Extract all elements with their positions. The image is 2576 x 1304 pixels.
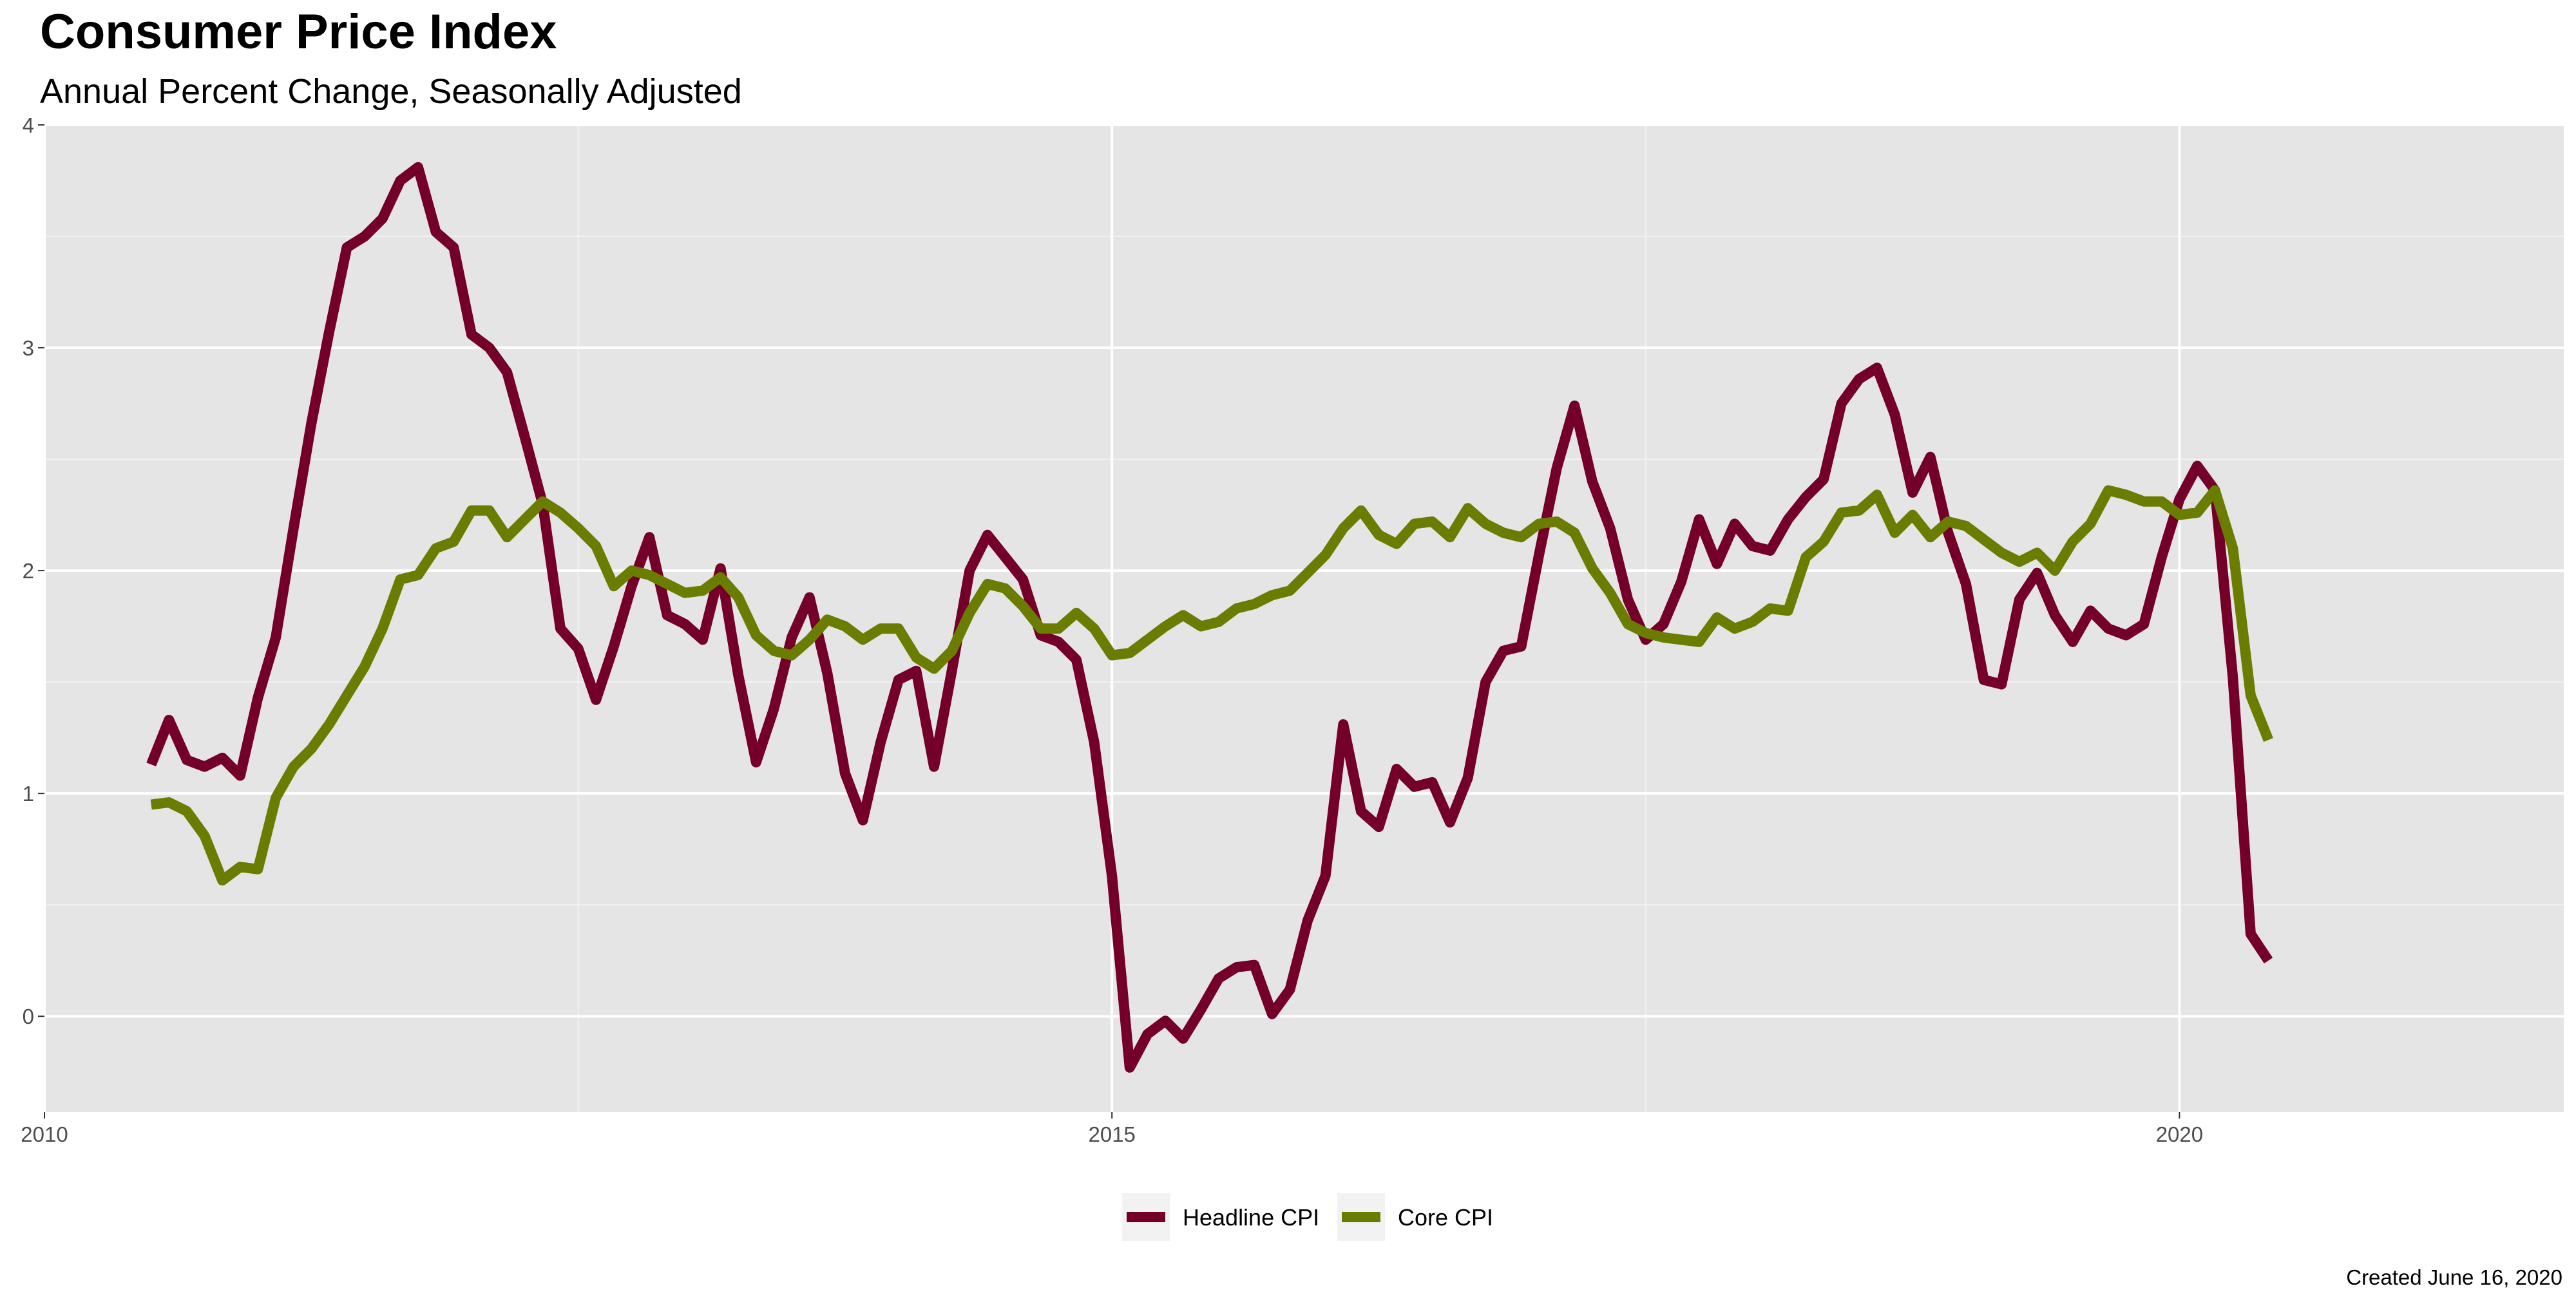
x-tick-label: 2010: [21, 1122, 68, 1146]
x-tick-label: 2015: [1088, 1122, 1135, 1146]
chart-subtitle: Annual Percent Change, Seasonally Adjust…: [40, 72, 742, 111]
chart-title: Consumer Price Index: [40, 5, 557, 59]
grid-minor: [44, 125, 2564, 1112]
series-line-headline-cpi: [146, 162, 2273, 1073]
x-tick-label: 2020: [2156, 1122, 2203, 1146]
plot-panel: [44, 125, 2564, 1112]
axis-layer: 2010 2015 2020 0 1 2 3 4: [21, 113, 2203, 1146]
y-tick-label: 1: [23, 782, 34, 806]
chart-caption: Created June 16, 2020: [2346, 1265, 2562, 1289]
series-line-core-cpi: [150, 485, 2273, 886]
legend: Headline CPI Core CPI: [1122, 1193, 1493, 1241]
y-tick-label: 2: [23, 559, 34, 583]
legend-label-headline-cpi: Headline CPI: [1183, 1204, 1319, 1231]
y-tick-label: 0: [23, 1005, 34, 1028]
series-layer: [146, 162, 2273, 1073]
grid-major: [43, 124, 2564, 1112]
y-tick-label: 4: [23, 113, 34, 137]
y-tick-label: 3: [23, 336, 34, 360]
legend-label-core-cpi: Core CPI: [1398, 1204, 1493, 1231]
